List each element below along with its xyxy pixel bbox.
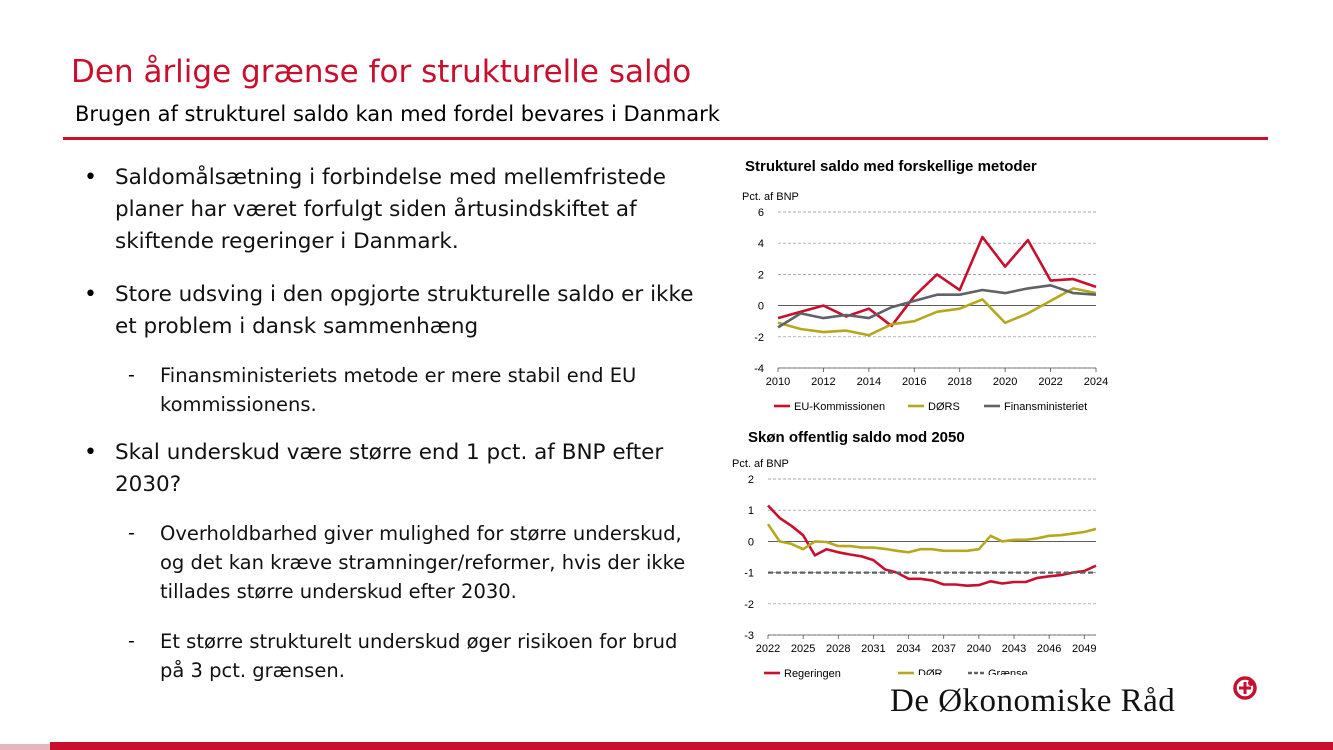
logo-background	[877, 675, 1273, 719]
x-tick-label: 2034	[896, 643, 920, 655]
text-line: Overholdbarhed giver mulighed for større…	[160, 522, 682, 545]
y-tick-label: -3	[744, 630, 754, 642]
footer-bar	[50, 742, 1333, 750]
y-tick-label: 2	[758, 269, 764, 281]
series-line-dør	[766, 523, 1097, 554]
x-tick-label: 2025	[791, 643, 815, 655]
text-line: Et større strukturelt underskud øger ris…	[160, 630, 678, 653]
series-line-eu-kommissionen	[777, 235, 1097, 328]
footer-accent-left	[0, 744, 50, 750]
logo-wordmark: De Økonomiske Råd	[890, 683, 1176, 719]
bullet-text-3: Skal underskud være større end 1 pct. af…	[115, 437, 663, 501]
y-tick-label: 0	[748, 536, 754, 548]
x-tick-label: 2046	[1037, 643, 1061, 655]
x-tick-label: 2010	[766, 376, 790, 388]
chart-2-title: Skøn offentlig saldo mod 2050	[748, 429, 965, 446]
x-tick-label: 2020	[993, 376, 1017, 388]
text-line: på 3 pct. grænsen.	[160, 659, 345, 682]
y-tick-label: 2	[748, 474, 754, 486]
x-tick-label: 2016	[902, 376, 926, 388]
y-axis-label: Pct. af BNP	[742, 191, 799, 203]
y-axis-label: Pct. af BNP	[732, 458, 789, 470]
sub-bullet-text-3-1: Overholdbarhed giver mulighed for større…	[160, 519, 685, 606]
sub-bullet-marker: -	[128, 364, 135, 386]
legend-label: Finansministeriet	[1004, 401, 1087, 413]
x-tick-label: 2022	[1038, 376, 1062, 388]
text-line: Store udsving i den opgjorte strukturell…	[115, 282, 694, 307]
text-line: tillades større underskud efter 2030.	[160, 580, 517, 603]
y-tick-label: 0	[758, 301, 764, 313]
series-line-dørs	[777, 287, 1097, 337]
slide-title: Den årlige grænse for strukturelle saldo	[71, 54, 692, 90]
y-tick-label: 1	[748, 505, 754, 517]
bullet-text-1: Saldomålsætning i forbindelse med mellem…	[115, 162, 666, 258]
x-tick-label: 2022	[756, 643, 780, 655]
x-tick-label: 2028	[826, 643, 850, 655]
y-tick-label: -1	[744, 568, 754, 580]
logo-emblem-icon	[1233, 676, 1257, 700]
y-tick-label: -2	[754, 332, 764, 344]
y-tick-label: 6	[758, 207, 764, 219]
y-tick-label: -2	[744, 599, 754, 611]
x-tick-label: 2024	[1084, 376, 1108, 388]
x-tick-label: 2031	[861, 643, 885, 655]
bullet-marker: •	[84, 282, 97, 307]
sub-bullet-marker: -	[128, 630, 135, 652]
text-line: Saldomålsætning i forbindelse med mellem…	[115, 165, 666, 190]
sub-bullet-text-3-2: Et større strukturelt underskud øger ris…	[160, 627, 677, 685]
title-divider	[63, 137, 1268, 140]
sub-bullet-marker: -	[128, 522, 135, 544]
series-line-regeringen	[767, 504, 1097, 587]
bullet-marker: •	[84, 440, 97, 465]
x-tick-label: 2040	[967, 643, 991, 655]
chart-1-title: Strukturel saldo med forskellige metoder	[745, 158, 1037, 175]
bullet-text-2: Store udsving i den opgjorte strukturell…	[115, 279, 693, 343]
text-line: planer har været forfulgt siden årtusind…	[115, 197, 637, 222]
text-line: et problem i dansk sammenhæng	[115, 314, 479, 339]
series-line-finansministeriet	[777, 284, 1097, 329]
legend-label: EU-Kommissionen	[794, 401, 885, 413]
x-tick-label: 2012	[811, 376, 835, 388]
x-tick-label: 2043	[1002, 643, 1026, 655]
legend-label: DØRS	[928, 401, 960, 413]
sub-bullet-text-2-1: Finansministeriets metode er mere stabil…	[160, 361, 636, 419]
text-line: og det kan kræve stramninger/reformer, h…	[160, 551, 686, 574]
text-line: skiftende regeringer i Danmark.	[115, 229, 459, 254]
text-line: 2030?	[115, 472, 182, 497]
y-tick-label: -4	[754, 363, 764, 375]
x-tick-label: 2037	[931, 643, 955, 655]
slide-subtitle: Brugen af strukturel saldo kan med forde…	[75, 102, 720, 126]
text-line: kommissionens.	[160, 393, 317, 416]
x-tick-label: 2014	[857, 376, 881, 388]
x-tick-label: 2018	[947, 376, 971, 388]
y-tick-label: 4	[758, 238, 764, 250]
x-tick-label: 2049	[1072, 643, 1096, 655]
legend-label: Regeringen	[784, 668, 841, 680]
bullet-marker: •	[84, 165, 97, 190]
text-line: Skal underskud være større end 1 pct. af…	[115, 440, 664, 465]
text-line: Finansministeriets metode er mere stabil…	[160, 364, 637, 387]
